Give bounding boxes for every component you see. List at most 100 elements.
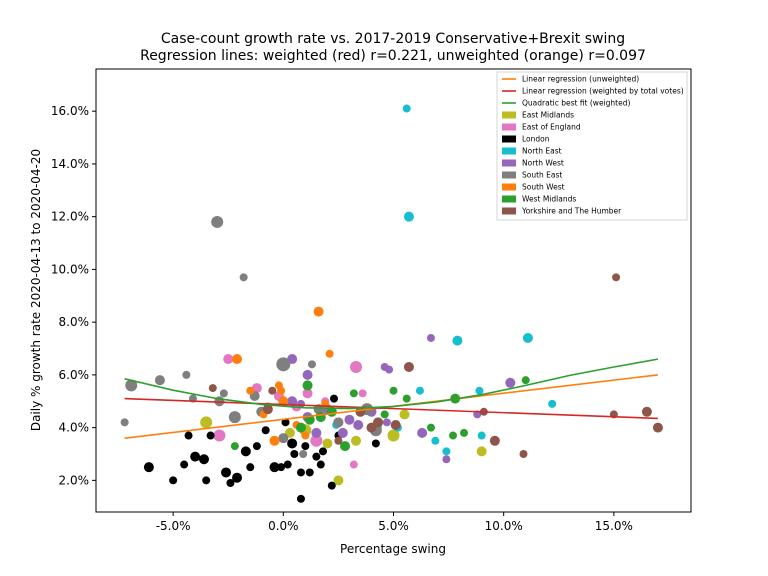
legend-label: East of England: [522, 123, 581, 132]
data-point: [169, 476, 178, 485]
data-point: [120, 418, 129, 427]
data-point: [358, 389, 367, 398]
data-point: [281, 418, 290, 427]
data-point: [415, 386, 424, 395]
data-point: [385, 365, 394, 374]
data-point: [548, 399, 557, 408]
fit-line-quadratic-best-fit-weighted: [124, 358, 659, 410]
data-point: [417, 427, 428, 438]
data-point: [277, 386, 286, 395]
data-point: [333, 417, 344, 428]
data-point: [327, 481, 336, 490]
data-point: [232, 354, 243, 365]
data-point: [330, 394, 338, 403]
data-point: [299, 449, 308, 458]
data-point: [442, 455, 451, 464]
data-point: [312, 452, 321, 461]
data-point: [301, 442, 310, 451]
legend-label: East Midlands: [522, 111, 574, 120]
data-point: [262, 404, 273, 415]
series-london: [143, 394, 380, 503]
x-axis-label: Percentage swing: [340, 542, 446, 556]
data-point: [353, 419, 364, 430]
data-point: [302, 388, 313, 399]
legend-label: South West: [522, 183, 565, 192]
x-tick-label: -5.0%: [156, 519, 191, 533]
data-point: [232, 472, 243, 483]
data-point: [373, 417, 384, 428]
data-point: [228, 411, 241, 424]
data-point: [252, 442, 261, 451]
data-point: [302, 369, 313, 380]
data-point: [460, 428, 469, 437]
data-point: [316, 460, 325, 469]
data-point: [313, 306, 324, 317]
data-point: [382, 418, 391, 427]
data-point: [296, 494, 305, 503]
data-point: [322, 438, 333, 449]
legend-swatch: [502, 135, 516, 143]
legend-swatch: [502, 111, 516, 119]
series-south-east: [120, 215, 382, 458]
data-point: [522, 332, 533, 343]
y-tick-label: 4.0%: [59, 421, 90, 435]
data-point: [307, 360, 316, 369]
data-point: [641, 406, 652, 417]
legend-swatch: [502, 171, 516, 179]
legend-label: Linear regression (weighted by total vot…: [522, 87, 684, 96]
data-point: [143, 462, 154, 473]
data-point: [475, 386, 484, 395]
data-point: [295, 422, 306, 433]
data-point: [277, 463, 286, 472]
legend-frame: [496, 71, 688, 221]
y-axis-label: Daily % growth rate 2020-04-13 to 2020-0…: [29, 149, 43, 431]
data-point: [190, 451, 201, 462]
legend-swatch: [502, 183, 516, 191]
legend-label: Linear regression (unweighted): [522, 75, 639, 84]
series-north-east: [332, 104, 557, 456]
data-point: [449, 431, 457, 440]
data-point: [211, 215, 224, 228]
data-point: [521, 376, 530, 385]
plot-area: [120, 104, 663, 503]
legend-label: Yorkshire and The Humber: [521, 207, 622, 216]
data-point: [219, 389, 228, 398]
data-point: [311, 427, 322, 438]
data-point: [390, 419, 401, 430]
x-tick-label: 5.0%: [378, 519, 409, 533]
data-point: [315, 412, 326, 423]
data-point: [351, 435, 362, 446]
y-tick-label: 8.0%: [59, 315, 90, 329]
legend-swatch: [502, 195, 516, 203]
data-point: [198, 454, 209, 465]
data-point: [612, 273, 621, 282]
data-point: [246, 463, 255, 472]
data-point: [344, 414, 355, 425]
data-point: [290, 449, 299, 458]
data-point: [476, 446, 487, 457]
data-point: [505, 377, 516, 388]
chart-subtitle: Regression lines: weighted (red) r=0.221…: [140, 48, 646, 64]
data-point: [402, 394, 411, 403]
legend-label: North West: [522, 159, 564, 168]
data-point: [276, 357, 291, 372]
data-point: [239, 273, 248, 282]
data-point: [213, 429, 226, 442]
data-point: [230, 442, 239, 451]
data-point: [184, 431, 193, 440]
legend-label: Quadratic best fit (weighted): [522, 99, 630, 108]
data-point: [269, 462, 280, 473]
data-point: [652, 422, 663, 433]
data-point: [206, 431, 215, 440]
data-point: [223, 354, 234, 365]
data-point: [269, 435, 280, 446]
data-point: [182, 370, 191, 379]
y-axis: 2.0% 4.0% 6.0% 8.0% 10.0% 12.0% 14.0% 16.0%: [51, 104, 96, 487]
data-point: [334, 436, 343, 445]
y-tick-label: 6.0%: [59, 368, 90, 382]
legend-swatch: [502, 123, 516, 131]
y-tick-label: 16.0%: [51, 104, 89, 118]
series-yorkshire-and-the-humber: [208, 273, 663, 458]
data-point: [208, 384, 217, 393]
legend: Linear regression (unweighted) Linear reg…: [496, 71, 688, 221]
